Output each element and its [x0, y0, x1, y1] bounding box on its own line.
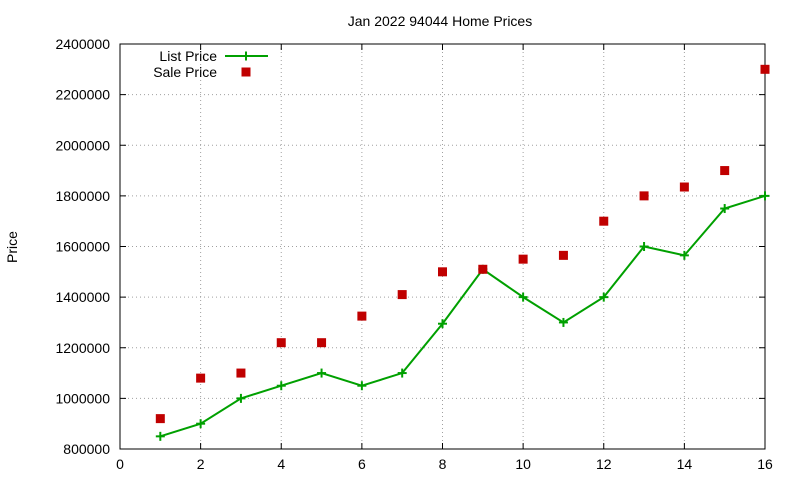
y-tick-label: 1600000	[55, 239, 110, 255]
sale-price-point	[679, 182, 689, 192]
sale-price-point	[478, 264, 488, 274]
list-price-point	[196, 419, 206, 429]
list-price-point	[639, 242, 649, 251]
series	[155, 64, 770, 441]
list-price-point	[599, 292, 609, 302]
legend-label: Sale Price	[153, 64, 217, 80]
x-tick-label: 14	[677, 456, 693, 472]
list-price-point	[438, 319, 447, 329]
sale-price-point	[760, 64, 770, 74]
sale-price-point	[518, 254, 528, 264]
tick-labels: 0 2 4 6 8 10 12 14 16 800000 1000000 1200000 1400000…	[55, 36, 773, 472]
sale-price-point	[397, 290, 407, 300]
y-tick-label: 1800000	[55, 188, 110, 204]
sale-price-point	[236, 368, 246, 378]
y-axis-label: Price	[4, 231, 20, 263]
sale-price-point	[599, 216, 609, 226]
list-price-point	[518, 292, 528, 302]
x-tick-label: 0	[116, 456, 124, 472]
list-price-point	[317, 368, 327, 378]
series-list-price	[155, 191, 770, 441]
legend-plus-swatch	[241, 51, 251, 61]
list-price-point	[760, 191, 770, 201]
sale-price-point	[438, 267, 447, 277]
y-tick-label: 2000000	[55, 137, 110, 153]
y-tick-label: 1200000	[55, 340, 110, 356]
list-price-point	[276, 381, 286, 391]
grid	[120, 44, 765, 449]
legend-square-swatch	[241, 67, 251, 77]
y-tick-label: 2200000	[55, 87, 110, 103]
list-price-point	[357, 381, 367, 391]
legend-item: Sale Price	[153, 64, 251, 80]
sale-price-point	[639, 191, 649, 201]
list-price-point	[558, 317, 568, 327]
x-tick-label: 6	[358, 456, 366, 472]
list-price-point	[236, 393, 246, 403]
sale-price-point	[196, 373, 206, 383]
x-tick-label: 16	[757, 456, 773, 472]
sale-price-point	[720, 166, 730, 176]
legend-label: List Price	[159, 48, 217, 64]
axes	[119, 43, 766, 450]
y-tick-label: 800000	[63, 441, 110, 457]
x-tick-label: 8	[439, 456, 447, 472]
chart-title: Jan 2022 94044 Home Prices	[348, 13, 532, 29]
sale-price-point	[357, 311, 367, 321]
y-tick-label: 1000000	[55, 390, 110, 406]
x-tick-label: 10	[515, 456, 531, 472]
list-price-point	[720, 204, 730, 214]
x-tick-label: 4	[277, 456, 285, 472]
y-tick-label: 1400000	[55, 289, 110, 305]
legend-item: List Price	[159, 48, 268, 64]
list-price-point	[155, 431, 165, 441]
list-price-point	[397, 368, 407, 378]
x-tick-label: 2	[197, 456, 205, 472]
list-price-line	[160, 194, 766, 438]
sale-price-point	[558, 250, 568, 260]
sale-price-point	[317, 338, 327, 348]
sale-price-point	[155, 414, 165, 424]
sale-price-point	[276, 338, 286, 348]
y-tick-label: 2400000	[55, 36, 110, 52]
series-sale-price	[155, 64, 770, 424]
list-price-point	[679, 250, 689, 260]
x-tick-label: 12	[596, 456, 612, 472]
